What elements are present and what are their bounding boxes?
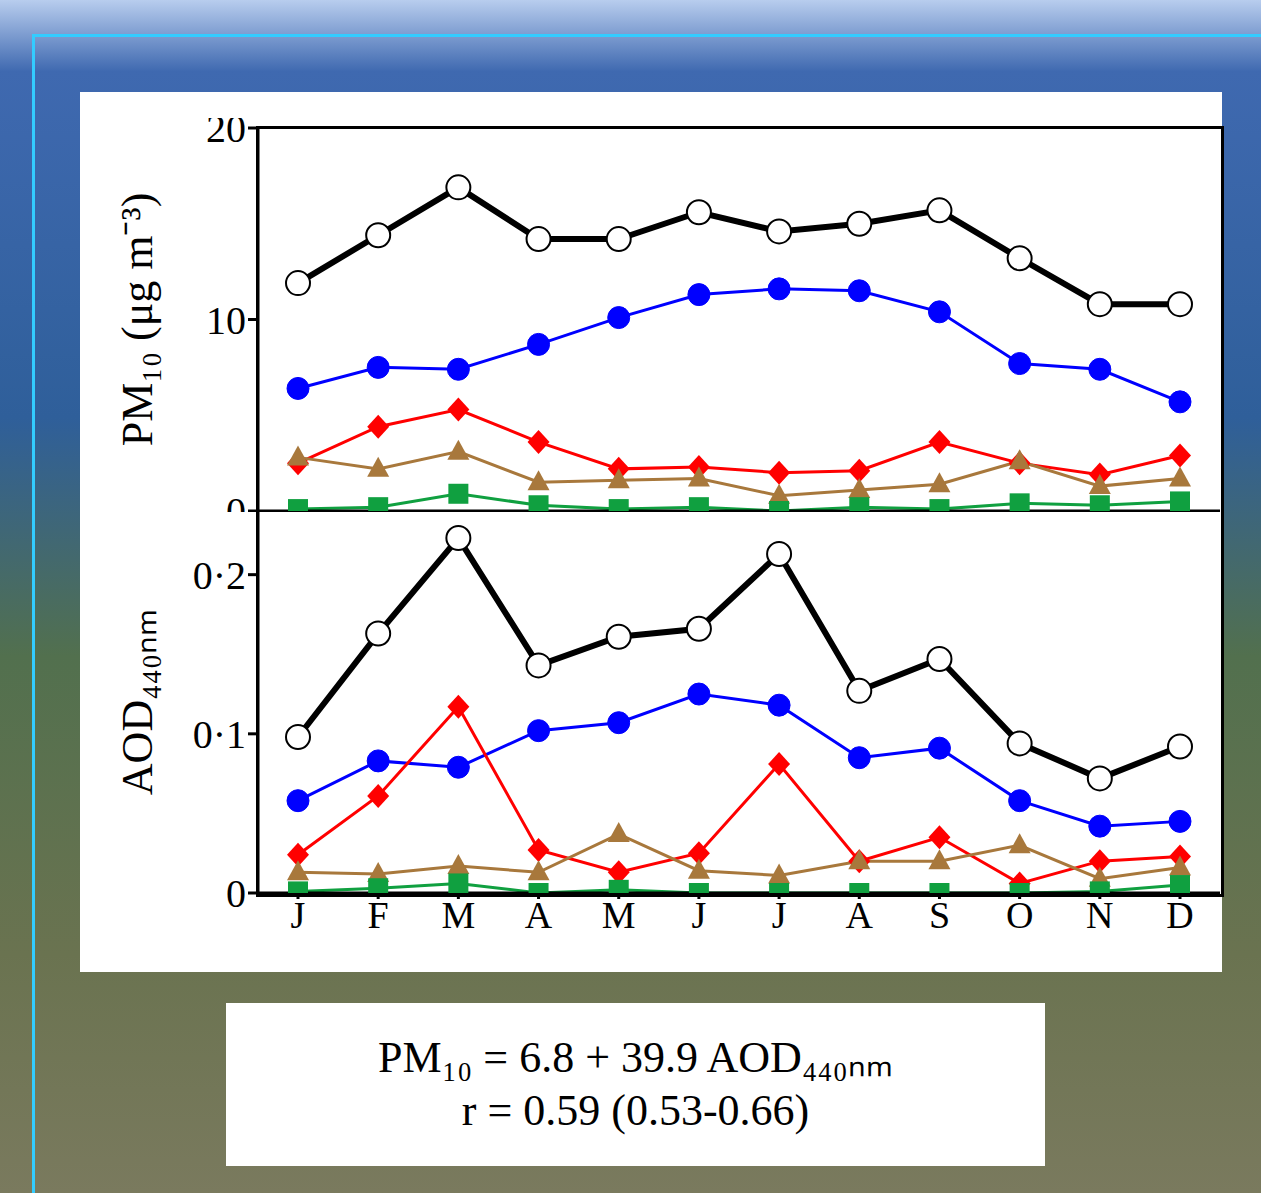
svg-text:S: S	[929, 894, 950, 936]
svg-text:D: D	[1166, 894, 1193, 936]
svg-text:PM₁₀ (μg m⁻³): PM₁₀ (μg m⁻³)	[113, 193, 162, 447]
svg-text:20: 20	[206, 118, 246, 151]
svg-text:0: 0	[226, 489, 246, 512]
svg-text:O: O	[1006, 894, 1033, 936]
svg-text:0·1: 0·1	[193, 712, 246, 757]
svg-text:10: 10	[206, 298, 246, 343]
svg-text:0·2: 0·2	[193, 553, 246, 598]
svg-text:M: M	[602, 894, 636, 936]
svg-text:F: F	[368, 894, 389, 936]
svg-text:A: A	[846, 894, 874, 936]
svg-text:J: J	[772, 894, 787, 936]
svg-text:AOD₄₄₀ₙₘ: AOD₄₄₀ₙₘ	[113, 609, 162, 795]
svg-text:0: 0	[226, 871, 246, 916]
svg-text:N: N	[1086, 894, 1113, 936]
svg-text:J: J	[291, 894, 306, 936]
svg-text:A: A	[525, 894, 553, 936]
svg-text:J: J	[692, 894, 707, 936]
html-text:PM₁₀ = 6.8 + 39.9 AOD₄₄₀ₙₘ: PM₁₀ = 6.8 + 39.9 AOD₄₄₀ₙₘ	[378, 1032, 893, 1082]
svg-text:M: M	[441, 894, 475, 936]
html-text:r = 0.59 (0.53-0.66): r = 0.59 (0.53-0.66)	[461, 1085, 810, 1135]
